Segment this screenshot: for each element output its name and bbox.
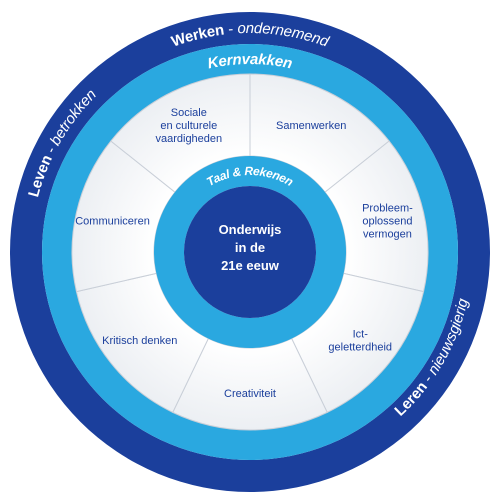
segment-label: Kritisch denken — [102, 335, 177, 347]
segment-label: Samenwerken — [276, 120, 346, 132]
segment-label: Creativiteit — [224, 388, 276, 400]
education-21-ring-diagram: Werken - ondernemendLeren - nieuwsgierig… — [0, 0, 500, 504]
segment-label: Probleem-oplossendvermogen — [362, 203, 413, 241]
segment-label: Communiceren — [75, 216, 150, 228]
